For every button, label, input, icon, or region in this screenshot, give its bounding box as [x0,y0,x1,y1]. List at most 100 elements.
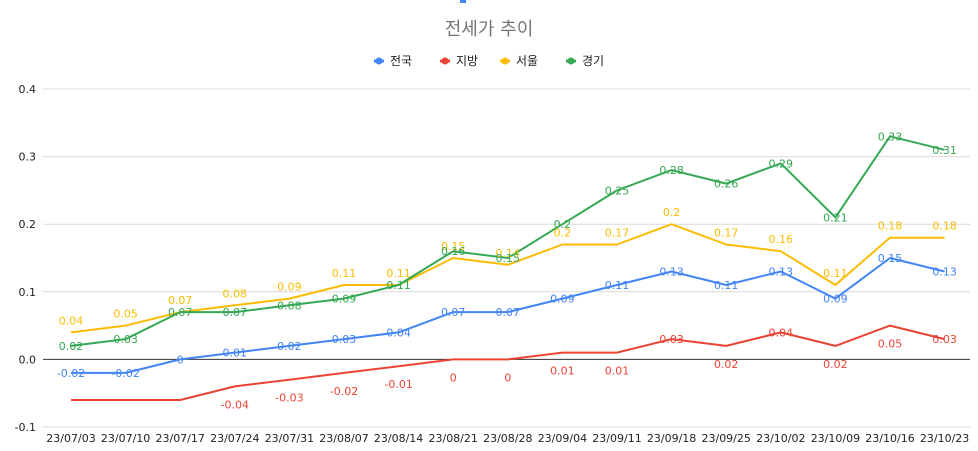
data-label: -0.02 [57,367,85,380]
data-label: 0.05 [113,308,138,321]
data-label: 0.07 [441,306,466,319]
data-label: 0.13 [659,266,684,279]
data-label: 0.11 [386,279,411,292]
data-label: 0.11 [386,267,411,280]
x-tick-label: 23/08/07 [319,432,368,445]
x-axis: 23/07/03 23/07/10 23/07/17 23/07/24 23/07/31… [46,432,969,445]
y-axis: -0.1 0.0 0.1 0.2 0.3 0.4 [15,83,36,434]
data-label: 0.2 [554,218,572,231]
x-tick-label: 23/07/24 [210,432,259,445]
data-label: 0.14 [496,247,521,260]
y-tick-label: 0.4 [19,83,37,96]
data-label: 0.11 [332,267,357,280]
data-label: 0 [504,371,511,384]
data-label: 0.17 [714,227,739,240]
data-label: 0.15 [496,252,521,265]
data-label: 0.04 [386,326,411,339]
x-tick-label: 23/08/21 [428,432,477,445]
data-label: 0.07 [168,294,193,307]
legend-label: 지방 [456,54,478,68]
data-label: 0.11 [605,279,630,292]
data-label: 0.04 [769,326,794,339]
y-tick-label: 0.3 [19,151,37,164]
data-label: 0.26 [714,178,739,191]
data-label: -0.02 [111,367,139,380]
data-label: 0.02 [59,340,84,353]
data-label: 0.15 [878,252,903,265]
data-label: 0.09 [332,293,357,306]
data-label: 0.28 [659,164,684,177]
data-label: 0.04 [59,314,84,327]
data-label: -0.02 [330,385,358,398]
y-tick-label: 0.1 [19,286,37,299]
data-label: -0.01 [384,378,412,391]
x-tick-label: 23/07/03 [46,432,95,445]
legend-label: 경기 [582,54,604,68]
data-label: 0.21 [823,211,848,224]
data-label: 0.01 [550,365,575,378]
data-label: 0.09 [277,281,302,294]
data-label: 0.01 [223,347,248,360]
data-label: 0.16 [441,245,466,258]
x-tick-label: 23/10/09 [811,432,860,445]
legend-label: 서울 [516,54,538,68]
data-label: 0.16 [769,233,794,246]
y-tick-label: 0.2 [19,218,37,231]
data-label: 0.07 [223,306,248,319]
series-line [70,223,945,334]
data-label: 0.02 [714,358,739,371]
y-tick-label: 0.0 [19,353,37,366]
data-label: 0.07 [168,306,193,319]
y-tick-label: -0.1 [15,421,36,434]
data-label: 0.03 [332,333,357,346]
data-label: 0 [177,353,184,366]
data-label: 0.13 [769,266,794,279]
top-edge-mark [460,0,466,3]
data-label: 0.03 [932,333,957,346]
data-label: 0 [450,371,457,384]
data-label: 0.09 [823,293,848,306]
data-label: 0.03 [113,333,138,346]
series-line [71,324,945,401]
x-tick-label: 23/07/10 [101,432,150,445]
series-lines [70,135,945,401]
data-label: 0.09 [550,293,575,306]
data-label: 0.31 [932,144,957,157]
data-label: 0.13 [932,266,957,279]
x-tick-label: 23/08/28 [483,432,532,445]
x-tick-label: 23/09/25 [701,432,750,445]
x-tick-label: 23/10/02 [756,432,805,445]
x-tick-label: 23/09/04 [538,432,587,445]
x-tick-label: 23/10/23 [920,432,969,445]
legend-label: 전국 [390,54,412,68]
data-label: 0.29 [769,157,794,170]
data-label: 0.05 [878,338,903,351]
series-line [70,135,945,347]
x-tick-label: 23/07/17 [155,432,204,445]
x-tick-label: 23/09/18 [647,432,696,445]
data-label: 0.11 [823,267,848,280]
series-line [71,257,945,374]
data-label: 0.17 [605,227,630,240]
data-label: 0.33 [878,130,903,143]
data-label: 0.18 [878,220,903,233]
data-label: 0.2 [663,206,681,219]
data-label: 0.02 [823,358,848,371]
x-tick-label: 23/09/11 [592,432,641,445]
data-label: 0.01 [605,365,630,378]
legend: 전국 지방 서울 경기 [374,54,604,68]
gridlines [43,88,970,428]
data-label: 0.02 [277,340,302,353]
data-label: 0.08 [223,287,248,300]
data-label: 0.07 [496,306,521,319]
data-label: 0.18 [932,220,957,233]
data-label: 0.03 [659,333,684,346]
data-label: 0.25 [605,184,630,197]
x-tick-label: 23/10/16 [865,432,914,445]
data-label: -0.03 [275,392,303,405]
data-label: 0.11 [714,279,739,292]
data-label: 0.2 [554,227,572,240]
x-tick-label: 23/07/31 [265,432,314,445]
